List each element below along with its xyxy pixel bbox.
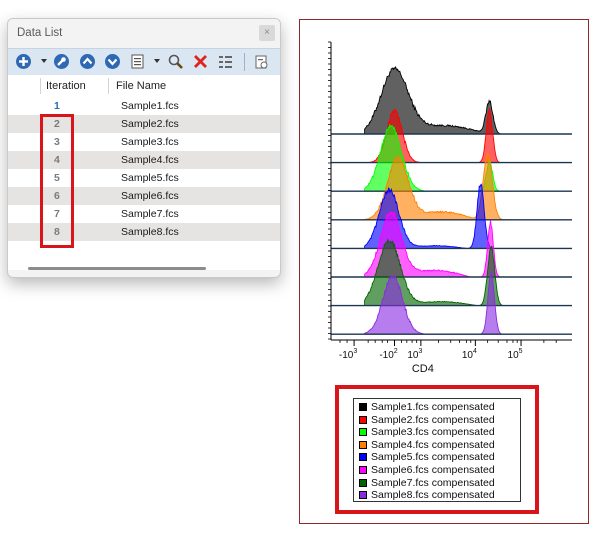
column-header-iteration[interactable]: Iteration bbox=[46, 80, 86, 92]
legend-swatch bbox=[359, 491, 367, 500]
column-divider bbox=[108, 78, 109, 94]
histogram-plot: -103 -102 103 104 105 CD4 bbox=[299, 19, 589, 524]
column-divider bbox=[40, 78, 41, 94]
data-grid: Iteration File Name 1 Sample1.fcs 2 Samp… bbox=[8, 75, 280, 270]
file-name-cell: Sample8.fcs bbox=[121, 226, 179, 238]
table-row[interactable]: 6 Sample6.fcs bbox=[8, 187, 280, 205]
x-axis-label: CD4 bbox=[412, 363, 434, 375]
iteration-cell: 8 bbox=[54, 226, 60, 238]
legend-swatch bbox=[359, 466, 367, 474]
data-list-window: Data List × bbox=[7, 18, 281, 278]
histogram-overlay: -103 -102 103 104 105 CD4 bbox=[328, 41, 572, 375]
keyword-icon[interactable] bbox=[253, 53, 270, 70]
window-title: Data List bbox=[17, 27, 63, 39]
iteration-highlight-box bbox=[40, 114, 74, 248]
page-icon[interactable] bbox=[129, 53, 146, 70]
grid-header: Iteration File Name bbox=[8, 75, 280, 96]
legend-swatch bbox=[359, 415, 367, 424]
toolbar-separator bbox=[244, 53, 245, 71]
iteration-cell: 4 bbox=[54, 154, 60, 166]
histogram-series-4 bbox=[364, 151, 513, 221]
delete-icon[interactable] bbox=[192, 53, 209, 70]
x-axis-tick-label: 105 bbox=[508, 348, 523, 361]
legend-label: Sample5.fcs compensated bbox=[371, 451, 495, 464]
legend-swatch bbox=[359, 453, 367, 462]
iteration-cell: 5 bbox=[54, 172, 60, 184]
title-bar[interactable]: Data List × bbox=[8, 19, 280, 48]
add-dropdown-caret[interactable] bbox=[41, 59, 47, 63]
legend-label: Sample8.fcs compensated bbox=[371, 489, 495, 502]
table-row[interactable]: 2 Sample2.fcs bbox=[8, 115, 280, 133]
legend: Sample1.fcs compensated Sample2.fcs compe… bbox=[353, 398, 521, 502]
file-name-cell: Sample3.fcs bbox=[121, 136, 179, 148]
iteration-cell: 1 bbox=[54, 100, 60, 112]
wrench-icon[interactable] bbox=[53, 53, 70, 70]
histogram-series-7 bbox=[364, 238, 513, 307]
iteration-cell: 3 bbox=[54, 136, 60, 148]
legend-swatch bbox=[359, 478, 367, 487]
column-header-file-name[interactable]: File Name bbox=[116, 80, 167, 92]
iteration-cell: 6 bbox=[54, 190, 60, 202]
add-icon[interactable] bbox=[15, 53, 32, 70]
file-name-cell: Sample6.fcs bbox=[121, 190, 179, 202]
file-name-cell: Sample7.fcs bbox=[121, 208, 179, 220]
close-button[interactable]: × bbox=[259, 25, 275, 41]
page-dropdown-caret[interactable] bbox=[154, 59, 160, 63]
file-name-cell: Sample4.fcs bbox=[121, 154, 179, 166]
toolbar bbox=[8, 48, 280, 76]
legend-swatch bbox=[359, 403, 367, 411]
histogram-series-1 bbox=[364, 65, 513, 135]
legend-swatch bbox=[359, 440, 367, 449]
move-up-icon[interactable] bbox=[79, 53, 96, 70]
legend-label: Sample4.fcs compensated bbox=[371, 438, 495, 451]
table-row[interactable]: 7 Sample7.fcs bbox=[8, 205, 280, 223]
histogram-series-6 bbox=[364, 210, 513, 278]
file-name-cell: Sample5.fcs bbox=[121, 172, 179, 184]
legend-label: Sample3.fcs compensated bbox=[371, 426, 495, 439]
horizontal-scrollbar[interactable] bbox=[28, 267, 206, 270]
legend-label: Sample2.fcs compensated bbox=[371, 413, 495, 426]
x-axis-tick-label: 103 bbox=[407, 348, 422, 361]
x-axis-tick-label: -103 bbox=[339, 348, 357, 361]
legend-label: Sample7.fcs compensated bbox=[371, 476, 495, 489]
legend-swatch bbox=[359, 428, 367, 437]
table-row[interactable]: 4 Sample4.fcs bbox=[8, 151, 280, 169]
table-row[interactable]: 1 Sample1.fcs bbox=[8, 97, 280, 115]
search-icon[interactable] bbox=[167, 53, 184, 70]
iteration-cell: 2 bbox=[54, 118, 60, 130]
file-name-cell: Sample2.fcs bbox=[121, 118, 179, 130]
legend-label: Sample6.fcs compensated bbox=[371, 464, 495, 476]
x-axis-tick-label: -102 bbox=[379, 348, 397, 361]
table-row[interactable]: 3 Sample3.fcs bbox=[8, 133, 280, 151]
iteration-cell: 7 bbox=[54, 208, 60, 220]
list-settings-icon[interactable] bbox=[217, 53, 234, 70]
table-row[interactable]: 8 Sample8.fcs bbox=[8, 223, 280, 241]
x-axis-tick-label: 104 bbox=[462, 348, 477, 361]
legend-label: Sample1.fcs compensated bbox=[371, 401, 495, 413]
file-name-cell: Sample1.fcs bbox=[121, 100, 179, 112]
table-row[interactable]: 5 Sample5.fcs bbox=[8, 169, 280, 187]
legend-highlight-box: Sample1.fcs compensated Sample2.fcs compe… bbox=[335, 385, 539, 514]
move-down-icon[interactable] bbox=[104, 53, 121, 70]
